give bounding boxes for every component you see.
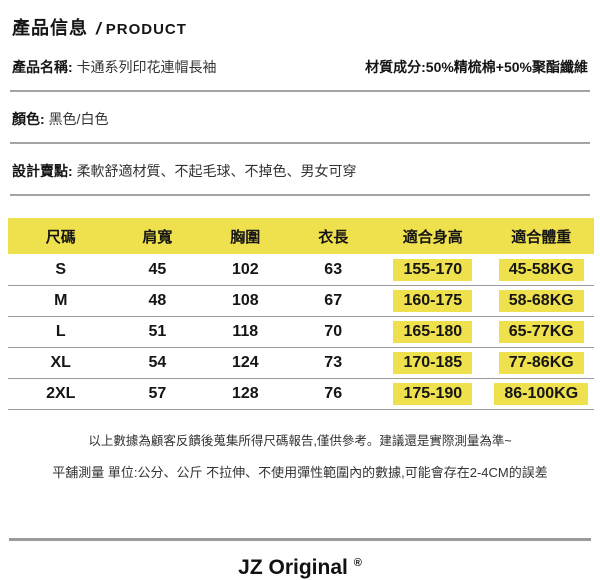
product-name-value: 卡通系列印花連帽長袖 (76, 59, 217, 75)
header-row: 尺碼 肩寬 胸圍 衣長 適合身高 適合體重 (8, 218, 594, 254)
cell-size: XL (8, 347, 114, 379)
weight-badge: 86-100KG (494, 382, 589, 405)
color-value: 黑色/白色 (48, 111, 109, 127)
col-height: 適合身高 (377, 218, 489, 254)
cell-chest: 102 (201, 254, 290, 286)
cell-shoulder: 57 (113, 378, 202, 410)
table-row-s: S 45 102 63 155-170 45-58KG (8, 254, 594, 286)
color-info: 顏色: 黑色/白色 (12, 109, 108, 129)
cell-height: 155-170 (377, 254, 489, 286)
divider-line (10, 194, 590, 196)
cell-length: 63 (289, 254, 378, 286)
table-row-l: L 51 118 70 165-180 65-77KG (8, 316, 594, 348)
page-title-zh: 產品信息 (12, 18, 88, 38)
cell-weight: 65-77KG (488, 316, 594, 348)
cell-height: 160-175 (377, 285, 489, 317)
cell-height: 175-190 (377, 378, 489, 410)
cell-size: 2XL (8, 378, 114, 410)
divider-line (10, 90, 590, 92)
cell-chest: 124 (201, 347, 290, 379)
height-badge: 170-185 (393, 351, 473, 374)
col-chest: 胸圍 (201, 218, 290, 254)
measurement-method-note: 平舖測量 單位:公分、公斤 不拉伸、不使用彈性範圍內的數據,可能會存在2-4CM… (52, 464, 548, 480)
cell-size: M (8, 285, 114, 317)
weight-badge: 77-86KG (498, 351, 584, 374)
footer-divider-line (9, 537, 591, 541)
cell-chest: 118 (201, 316, 290, 348)
height-badge: 175-190 (393, 382, 473, 405)
cell-height: 165-180 (377, 316, 489, 348)
cell-chest: 108 (201, 285, 290, 317)
design-points-row: 設計賣點: 柔軟舒適材質、不起毛球、不掉色、男女可穿 (8, 144, 592, 194)
cell-length: 76 (289, 378, 378, 410)
cell-size: L (8, 316, 114, 348)
cell-shoulder: 54 (113, 347, 202, 379)
cell-chest: 128 (201, 378, 290, 410)
weight-badge: 45-58KG (498, 259, 584, 282)
weight-badge: 58-68KG (498, 289, 584, 312)
page-title-en: PRODUCT (105, 21, 187, 38)
col-length: 衣長 (289, 218, 378, 254)
product-name: 產品名稱: 卡通系列印花連帽長袖 (12, 57, 217, 77)
table-row-m: M 48 108 67 160-175 58-68KG (8, 285, 594, 317)
divider-line (10, 142, 590, 144)
product-name-row: 產品名稱: 卡通系列印花連帽長袖 材質成分:50%精梳棉+50%聚酯纖維 (8, 40, 592, 90)
height-badge: 160-175 (393, 289, 473, 312)
cell-shoulder: 45 (113, 254, 202, 286)
color-row: 顏色: 黑色/白色 (8, 92, 592, 142)
cell-size: S (8, 254, 114, 286)
table-row-2xl: 2XL 57 128 76 175-190 86-100KG (8, 378, 594, 410)
col-size: 尺碼 (8, 218, 114, 254)
weight-badge: 65-77KG (498, 320, 584, 343)
cell-length: 70 (289, 316, 378, 348)
cell-weight: 86-100KG (488, 378, 594, 410)
design-points-value: 柔軟舒適材質、不起毛球、不掉色、男女可穿 (76, 163, 357, 179)
design-points: 設計賣點: 柔軟舒適材質、不起毛球、不掉色、男女可穿 (12, 161, 357, 181)
registered-trademark-icon: ® (353, 556, 362, 569)
col-weight: 適合體重 (488, 218, 594, 254)
color-label: 顏色: (12, 111, 45, 127)
size-chart-table: 尺碼 肩寬 胸圍 衣長 適合身高 適合體重 S 45 102 63 155-17… (8, 218, 594, 410)
cell-weight: 77-86KG (488, 347, 594, 379)
height-badge: 165-180 (393, 320, 473, 343)
material-composition: 材質成分:50%精梳棉+50%聚酯纖維 (365, 57, 588, 77)
material-label: 材質成分: (365, 59, 426, 75)
product-name-label: 產品名稱: (12, 59, 73, 75)
table-row-xl: XL 54 124 73 170-185 77-86KG (8, 347, 594, 379)
height-badge: 155-170 (393, 259, 473, 282)
cell-shoulder: 48 (113, 285, 202, 317)
design-points-label: 設計賣點: (12, 163, 73, 179)
slash-icon: / (96, 19, 101, 38)
cell-weight: 58-68KG (488, 285, 594, 317)
col-shoulder: 肩寬 (113, 218, 202, 254)
material-value: 50%精梳棉+50%聚酯纖維 (425, 59, 588, 75)
brand-logo: JZ Original ® (8, 556, 592, 580)
size-chart-header: 尺碼 肩寬 胸圍 衣長 適合身高 適合體重 (8, 218, 594, 254)
cell-height: 170-185 (377, 347, 489, 379)
cell-length: 73 (289, 347, 378, 379)
cell-weight: 45-58KG (488, 254, 594, 286)
cell-length: 67 (289, 285, 378, 317)
size-disclaimer-note: 以上數據為顧客反饋後蒐集所得尺碼報告,僅供參考。建議還是實際測量為準~ (88, 433, 512, 448)
brand-name: JZ Original (238, 555, 348, 579)
page-title: 產品信息 / PRODUCT (8, 10, 592, 40)
cell-shoulder: 51 (113, 316, 202, 348)
